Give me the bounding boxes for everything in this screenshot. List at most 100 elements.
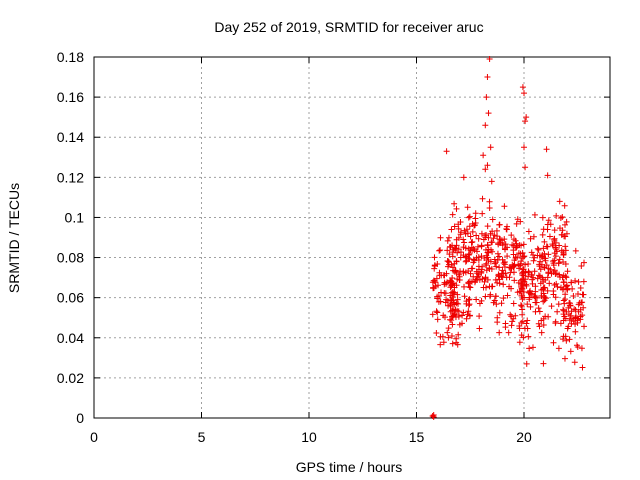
data-point — [523, 320, 530, 327]
x-tick-label: 0 — [90, 429, 98, 445]
data-point — [503, 226, 510, 233]
data-point — [527, 303, 534, 310]
data-point — [578, 345, 585, 352]
data-point — [502, 241, 509, 248]
data-point — [451, 223, 458, 230]
data-point — [574, 291, 581, 298]
data-point — [526, 345, 533, 352]
data-point — [525, 260, 532, 267]
data-point — [460, 244, 467, 251]
data-point — [548, 303, 555, 310]
data-point — [518, 292, 525, 299]
data-point — [557, 320, 564, 327]
data-point — [577, 313, 584, 320]
data-point — [500, 295, 507, 302]
data-point — [466, 278, 473, 285]
data-point — [482, 232, 489, 239]
data-point — [531, 211, 538, 218]
data-point — [434, 316, 441, 323]
data-point — [491, 232, 498, 239]
data-point — [520, 289, 527, 296]
data-point — [561, 355, 568, 362]
chart-title: Day 252 of 2019, SRMTID for receiver aru… — [214, 19, 483, 35]
data-point — [489, 216, 496, 223]
data-point — [529, 344, 536, 351]
data-point — [492, 293, 499, 300]
data-point — [431, 265, 438, 272]
y-tick-label: 0.14 — [57, 129, 84, 145]
data-point — [519, 311, 526, 318]
data-point — [499, 267, 506, 274]
data-point — [530, 233, 537, 240]
data-point — [521, 253, 528, 260]
data-point — [534, 245, 541, 252]
y-tick-label: 0 — [76, 410, 84, 426]
data-point — [454, 249, 461, 256]
data-point — [445, 234, 452, 241]
y-axis-label: SRMTID / TECUs — [6, 183, 22, 293]
data-point — [523, 360, 530, 367]
data-point — [519, 282, 526, 289]
data-point — [504, 292, 511, 299]
data-point — [486, 205, 493, 212]
data-point — [572, 314, 579, 321]
data-point — [561, 202, 568, 209]
data-point — [493, 301, 500, 308]
data-point — [478, 266, 485, 273]
data-point — [531, 254, 538, 261]
data-point — [552, 239, 559, 246]
data-point — [475, 235, 482, 242]
data-point — [521, 279, 528, 286]
data-point — [556, 242, 563, 249]
data-point — [461, 239, 468, 246]
data-point — [525, 333, 532, 340]
data-point — [544, 172, 551, 179]
data-point — [504, 244, 511, 251]
data-point — [447, 279, 454, 286]
data-point — [464, 204, 471, 211]
data-point — [466, 283, 473, 290]
data-point — [429, 412, 436, 419]
data-point — [430, 411, 437, 418]
data-point — [437, 234, 444, 241]
data-point — [543, 295, 550, 302]
data-point — [517, 262, 524, 269]
data-point — [510, 247, 517, 254]
y-tick-label: 0.18 — [57, 49, 84, 65]
data-point — [456, 273, 463, 280]
data-point — [479, 276, 486, 283]
data-point — [560, 306, 567, 313]
y-tick-label: 0.02 — [57, 370, 84, 386]
data-point — [535, 305, 542, 312]
data-point — [553, 246, 560, 253]
data-point — [450, 288, 457, 295]
data-points — [429, 56, 588, 420]
data-point — [462, 253, 469, 260]
data-point — [484, 223, 491, 230]
data-point — [463, 257, 470, 264]
data-point — [570, 293, 577, 300]
data-point — [480, 236, 487, 243]
data-point — [444, 297, 451, 304]
x-tick-label: 10 — [301, 429, 317, 445]
data-point — [530, 251, 537, 258]
y-tick-label: 0.06 — [57, 290, 84, 306]
data-point — [498, 270, 505, 277]
data-point — [540, 298, 547, 305]
data-point — [527, 287, 534, 294]
data-point — [459, 312, 466, 319]
data-point — [443, 148, 450, 155]
data-point — [546, 280, 553, 287]
data-point — [566, 336, 573, 343]
data-point — [484, 276, 491, 283]
data-point — [502, 320, 509, 327]
data-point — [460, 174, 467, 181]
data-point — [460, 309, 467, 316]
data-point — [461, 283, 468, 290]
data-point — [538, 287, 545, 294]
data-point — [455, 331, 462, 338]
data-point — [549, 258, 556, 265]
data-point — [435, 293, 442, 300]
data-point — [465, 308, 472, 315]
data-point — [565, 323, 572, 330]
